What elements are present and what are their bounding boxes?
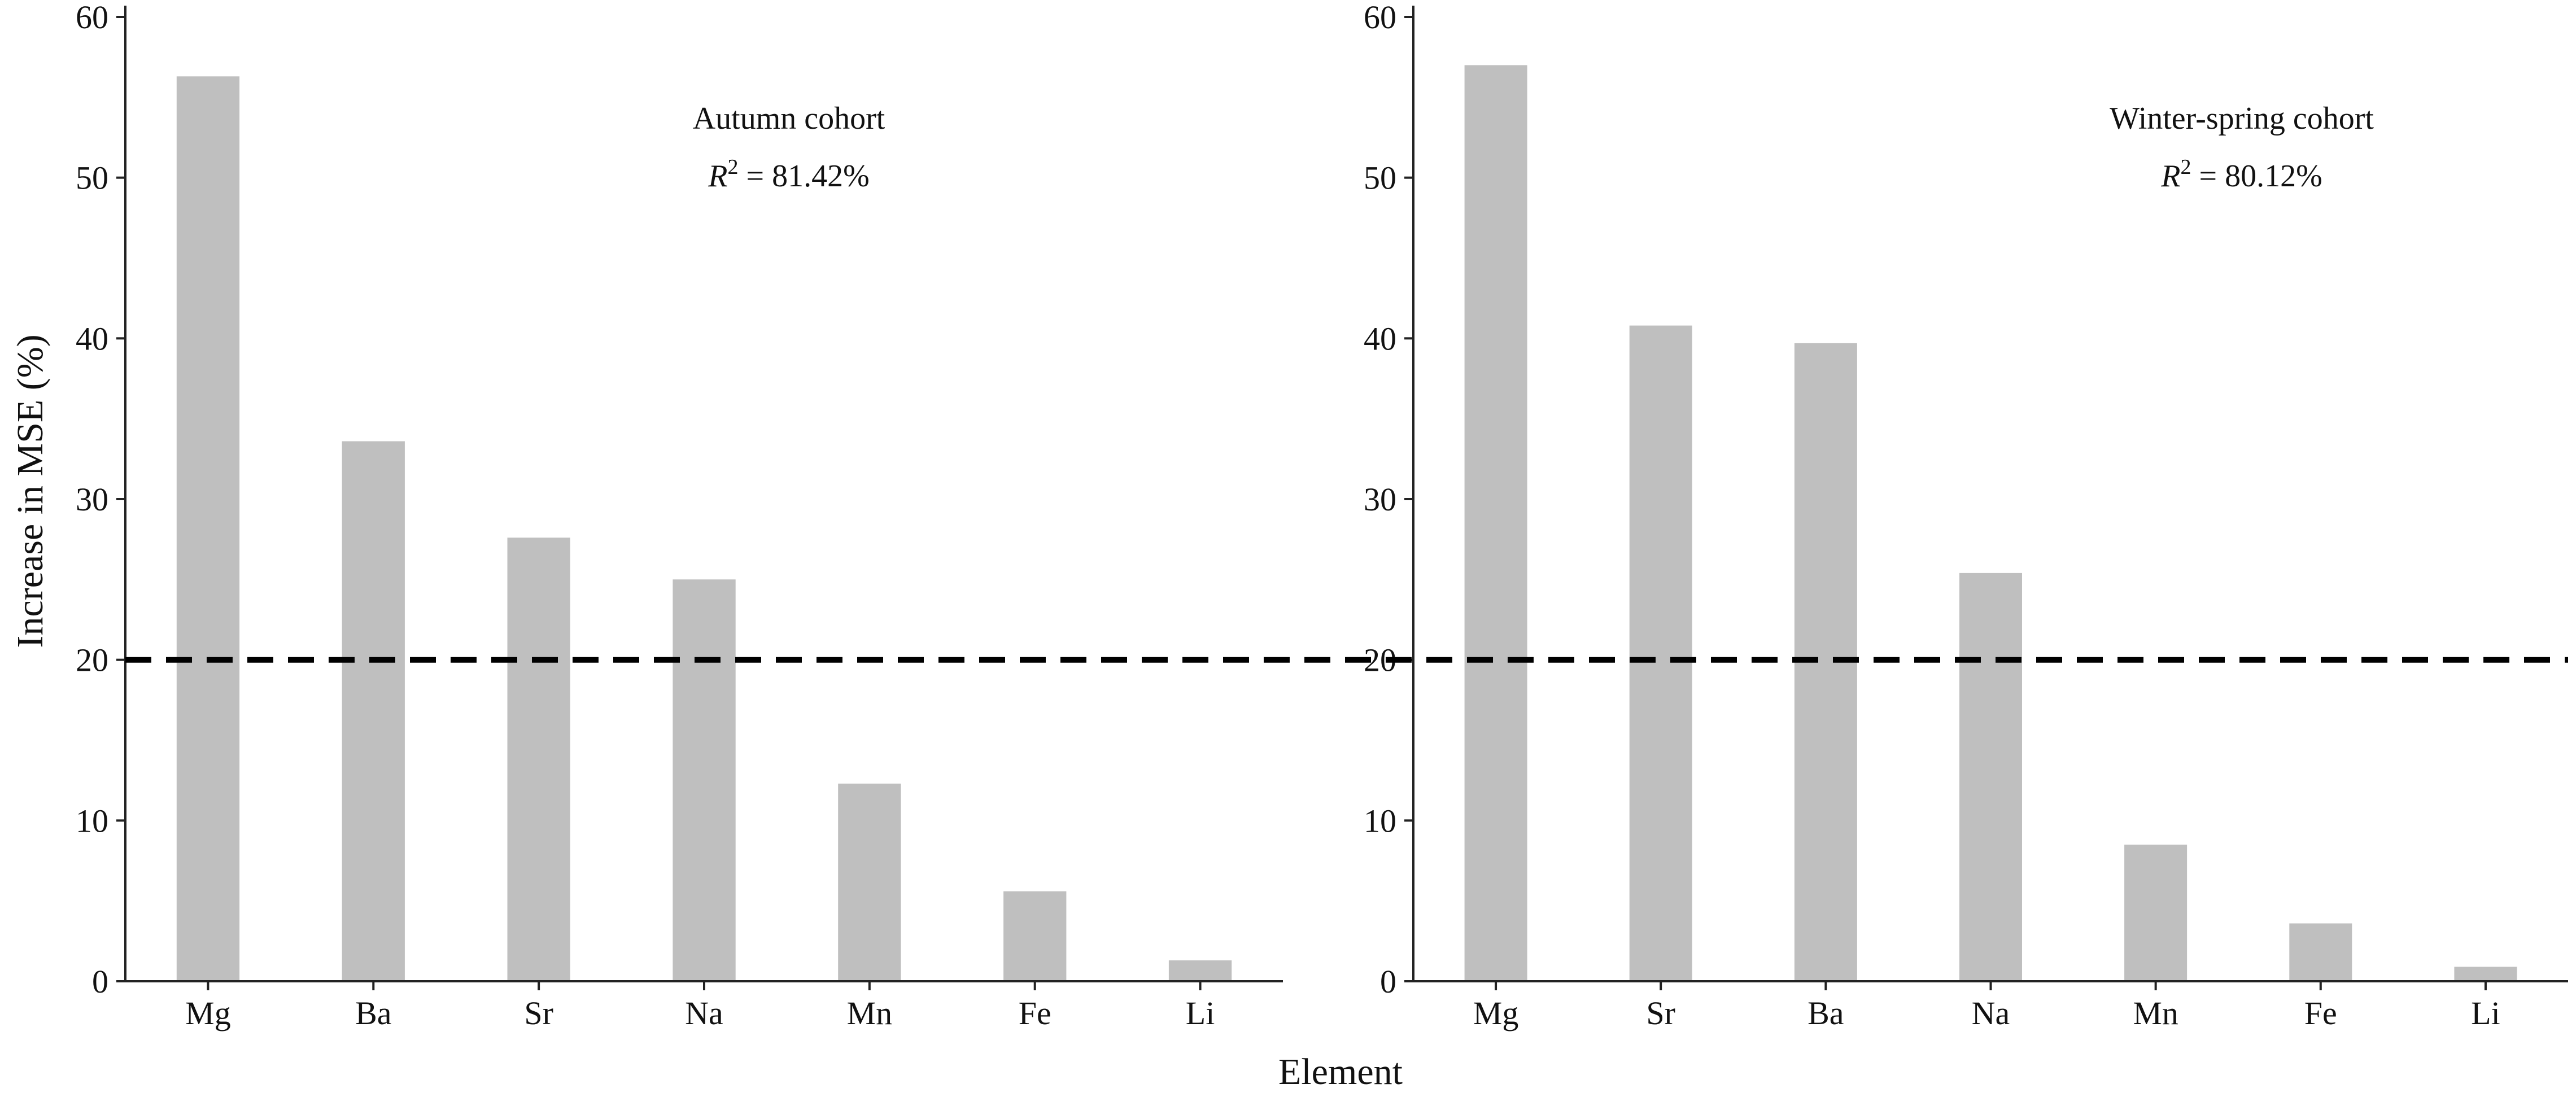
y-tick-label: 10 bbox=[76, 802, 108, 839]
y-tick-label: 10 bbox=[1364, 802, 1396, 839]
bar-mg bbox=[1464, 65, 1527, 981]
y-tick-label: 50 bbox=[76, 160, 108, 196]
bar-na bbox=[1959, 572, 2022, 981]
y-axis-title: Increase in MSE (%) bbox=[10, 334, 51, 648]
chart-panel-1: 0 10 20 30 40 50 60 Mg Ba Sr Na Mn Fe Li Autumn cohort… bbox=[76, 0, 1283, 1032]
y-tick-label: 20 bbox=[76, 642, 108, 679]
panel-title: Winter-spring cohort bbox=[2110, 101, 2374, 136]
y-tick-label: 0 bbox=[92, 963, 108, 1000]
chart-panels: 0 10 20 30 40 50 60 Mg Ba Sr Na Mn Fe Li Autumn cohort… bbox=[76, 0, 2568, 1032]
bar-mn bbox=[2124, 845, 2188, 981]
x-tick-label: Sr bbox=[1646, 995, 1675, 1032]
y-tick-label: 0 bbox=[1380, 963, 1396, 1000]
x-tick-label: Fe bbox=[1019, 995, 1051, 1032]
bar-ba bbox=[342, 441, 405, 981]
r-squared-label: R2 = 81.42% bbox=[708, 155, 869, 194]
x-tick-label: Mg bbox=[1473, 995, 1519, 1032]
x-tick-label: Mg bbox=[185, 995, 231, 1032]
panel-title: Autumn cohort bbox=[693, 101, 885, 136]
x-tick-label: Mn bbox=[2133, 995, 2178, 1032]
bar-li bbox=[1168, 960, 1232, 981]
x-tick-label: Sr bbox=[524, 995, 553, 1032]
x-tick-label: Ba bbox=[1807, 995, 1844, 1032]
x-tick-label: Li bbox=[1186, 995, 1215, 1032]
x-tick-label: Na bbox=[1972, 995, 2010, 1032]
bar-na bbox=[673, 579, 736, 981]
x-tick-label: Fe bbox=[2304, 995, 2337, 1032]
y-tick-label: 60 bbox=[1364, 0, 1396, 36]
bar-mn bbox=[838, 783, 901, 981]
bar-sr bbox=[507, 537, 570, 981]
x-tick-label: Na bbox=[685, 995, 723, 1032]
y-tick-label: 30 bbox=[76, 481, 108, 518]
bar-mg bbox=[176, 76, 240, 981]
y-tick-label: 40 bbox=[76, 320, 108, 357]
x-tick-label: Ba bbox=[355, 995, 391, 1032]
y-tick-label: 50 bbox=[1364, 160, 1396, 196]
bar-fe bbox=[2289, 923, 2352, 981]
y-tick-label: 40 bbox=[1364, 320, 1396, 357]
bar-sr bbox=[1629, 325, 1692, 981]
x-tick-label: Mn bbox=[847, 995, 893, 1032]
y-tick-label: 30 bbox=[1364, 481, 1396, 518]
x-tick-label: Li bbox=[2471, 995, 2500, 1032]
bar-li bbox=[2454, 967, 2517, 981]
bar-fe bbox=[1003, 891, 1067, 981]
r-squared-label: R2 = 80.12% bbox=[2160, 155, 2322, 194]
y-tick-label: 60 bbox=[76, 0, 108, 36]
x-axis-title: Element bbox=[1278, 1051, 1403, 1092]
